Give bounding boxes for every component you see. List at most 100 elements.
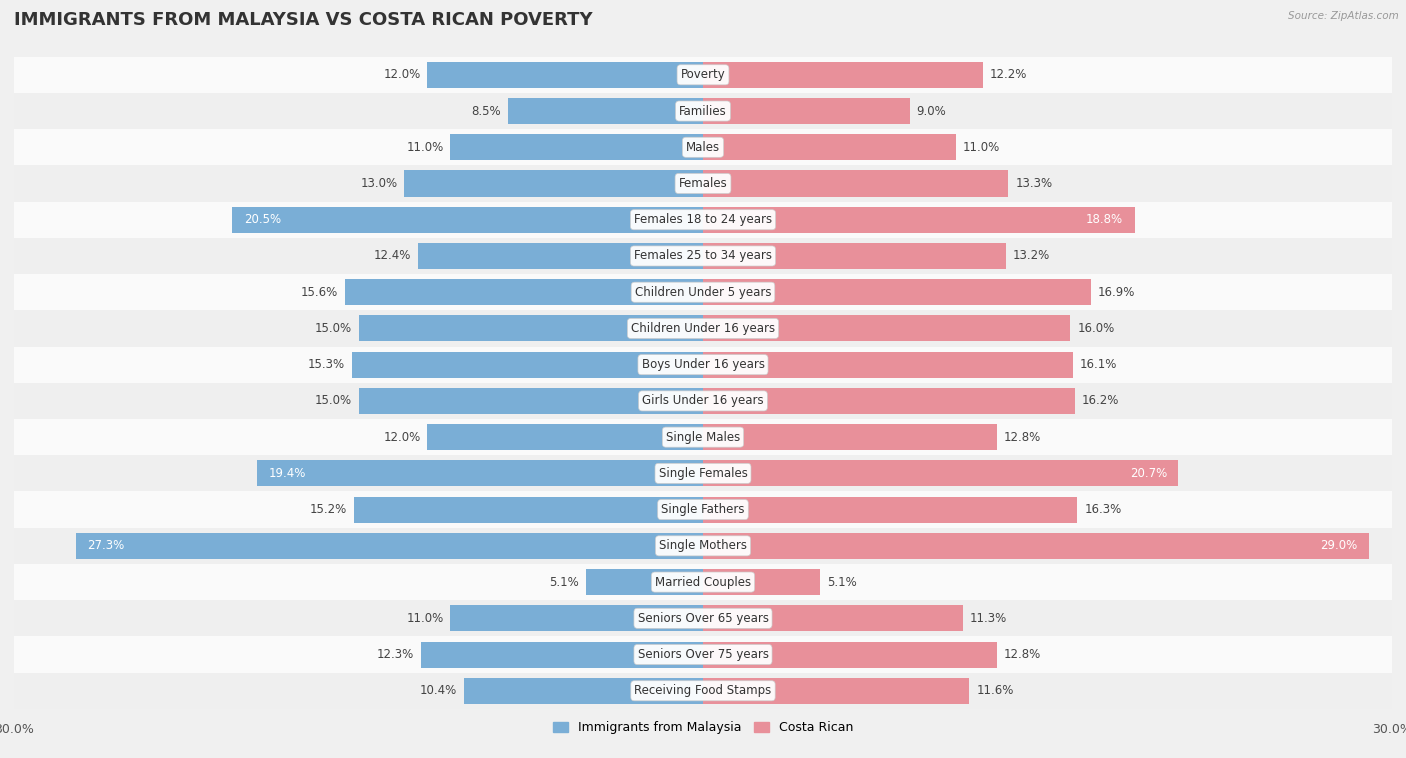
Text: 13.2%: 13.2%	[1012, 249, 1050, 262]
Text: 12.0%: 12.0%	[384, 431, 420, 443]
Bar	[14, 346, 1392, 383]
Bar	[14, 672, 1392, 709]
Bar	[703, 460, 1178, 487]
Text: 13.0%: 13.0%	[360, 177, 398, 190]
Text: Single Mothers: Single Mothers	[659, 540, 747, 553]
Bar	[703, 678, 969, 704]
Text: 15.0%: 15.0%	[315, 394, 352, 407]
Bar	[420, 641, 703, 668]
Bar	[359, 315, 703, 342]
Bar	[14, 383, 1392, 419]
Bar	[703, 207, 1135, 233]
Bar	[703, 496, 1077, 523]
Bar	[586, 569, 703, 595]
Text: 20.5%: 20.5%	[243, 213, 281, 226]
Text: 15.0%: 15.0%	[315, 322, 352, 335]
Bar	[703, 315, 1070, 342]
Bar	[76, 533, 703, 559]
Bar	[703, 388, 1076, 414]
Text: Source: ZipAtlas.com: Source: ZipAtlas.com	[1288, 11, 1399, 21]
Bar	[405, 171, 703, 196]
Text: 9.0%: 9.0%	[917, 105, 946, 117]
Bar	[232, 207, 703, 233]
Bar	[14, 456, 1392, 491]
Text: Poverty: Poverty	[681, 68, 725, 81]
Text: 29.0%: 29.0%	[1320, 540, 1358, 553]
Text: Males: Males	[686, 141, 720, 154]
Bar	[14, 57, 1392, 93]
Bar	[427, 424, 703, 450]
Bar	[703, 352, 1073, 377]
Bar	[344, 279, 703, 305]
Text: 12.8%: 12.8%	[1004, 648, 1040, 661]
Text: Single Males: Single Males	[666, 431, 740, 443]
Text: Seniors Over 75 years: Seniors Over 75 years	[637, 648, 769, 661]
Text: Seniors Over 65 years: Seniors Over 65 years	[637, 612, 769, 625]
Text: 5.1%: 5.1%	[550, 575, 579, 588]
Text: 11.6%: 11.6%	[976, 684, 1014, 697]
Text: Boys Under 16 years: Boys Under 16 years	[641, 359, 765, 371]
Bar	[14, 600, 1392, 637]
Bar	[703, 641, 997, 668]
Bar	[418, 243, 703, 269]
Text: 11.3%: 11.3%	[969, 612, 1007, 625]
Text: 16.9%: 16.9%	[1098, 286, 1136, 299]
Bar	[352, 352, 703, 377]
Text: Single Females: Single Females	[658, 467, 748, 480]
Text: 13.3%: 13.3%	[1015, 177, 1053, 190]
Text: Married Couples: Married Couples	[655, 575, 751, 588]
Text: 15.2%: 15.2%	[309, 503, 347, 516]
Bar	[703, 243, 1007, 269]
Bar	[14, 419, 1392, 456]
Text: 15.3%: 15.3%	[308, 359, 344, 371]
Text: 16.2%: 16.2%	[1083, 394, 1119, 407]
Bar	[14, 202, 1392, 238]
Text: Females 25 to 34 years: Females 25 to 34 years	[634, 249, 772, 262]
Bar	[14, 274, 1392, 310]
Text: Receiving Food Stamps: Receiving Food Stamps	[634, 684, 772, 697]
Text: 10.4%: 10.4%	[420, 684, 457, 697]
Text: 16.3%: 16.3%	[1084, 503, 1122, 516]
Text: 27.3%: 27.3%	[87, 540, 125, 553]
Text: 12.0%: 12.0%	[384, 68, 420, 81]
Text: 12.4%: 12.4%	[374, 249, 412, 262]
Bar	[14, 165, 1392, 202]
Text: 20.7%: 20.7%	[1129, 467, 1167, 480]
Text: Single Fathers: Single Fathers	[661, 503, 745, 516]
Text: 16.0%: 16.0%	[1077, 322, 1115, 335]
Text: 12.8%: 12.8%	[1004, 431, 1040, 443]
Text: 19.4%: 19.4%	[269, 467, 307, 480]
Text: 11.0%: 11.0%	[406, 141, 443, 154]
Bar	[464, 678, 703, 704]
Text: 15.6%: 15.6%	[301, 286, 337, 299]
Text: Females: Females	[679, 177, 727, 190]
Text: IMMIGRANTS FROM MALAYSIA VS COSTA RICAN POVERTY: IMMIGRANTS FROM MALAYSIA VS COSTA RICAN …	[14, 11, 593, 30]
Text: 8.5%: 8.5%	[471, 105, 501, 117]
Bar	[14, 129, 1392, 165]
Text: 16.1%: 16.1%	[1080, 359, 1116, 371]
Bar	[427, 61, 703, 88]
Bar	[14, 310, 1392, 346]
Text: 18.8%: 18.8%	[1085, 213, 1123, 226]
Bar	[359, 388, 703, 414]
Bar	[14, 637, 1392, 672]
Bar	[703, 606, 963, 631]
Bar	[703, 424, 997, 450]
Bar	[450, 134, 703, 160]
Bar	[14, 93, 1392, 129]
Legend: Immigrants from Malaysia, Costa Rican: Immigrants from Malaysia, Costa Rican	[548, 716, 858, 739]
Bar	[703, 533, 1369, 559]
Bar	[14, 564, 1392, 600]
Bar	[703, 98, 910, 124]
Text: 12.2%: 12.2%	[990, 68, 1028, 81]
Bar	[703, 569, 820, 595]
Text: 5.1%: 5.1%	[827, 575, 856, 588]
Text: 11.0%: 11.0%	[963, 141, 1000, 154]
Bar	[703, 134, 956, 160]
Bar	[354, 496, 703, 523]
Bar	[14, 528, 1392, 564]
Bar	[14, 238, 1392, 274]
Text: Girls Under 16 years: Girls Under 16 years	[643, 394, 763, 407]
Text: 11.0%: 11.0%	[406, 612, 443, 625]
Text: Children Under 5 years: Children Under 5 years	[634, 286, 772, 299]
